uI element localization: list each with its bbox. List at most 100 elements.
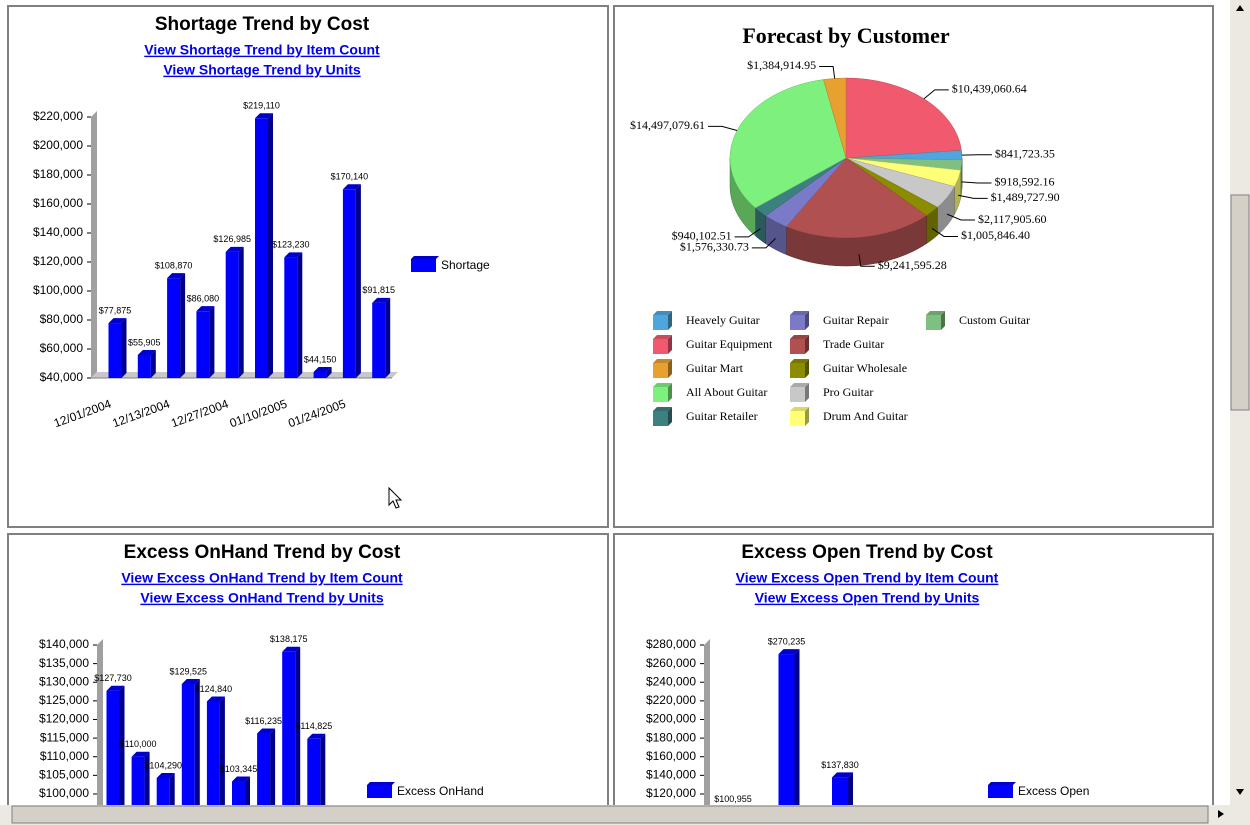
y-tick-label: $260,000 [646,656,696,670]
legend-swatch [653,387,668,402]
bar [137,354,151,378]
legend-swatch-side [668,407,672,426]
value-label: $100,955 [714,794,752,804]
bar [832,777,848,805]
legend-swatch-top [653,407,672,411]
legend-swatch [790,339,805,354]
legend-swatch-side [668,335,672,354]
bar [167,278,181,378]
bar [372,302,386,378]
pie-slice [823,77,847,159]
x-tick-label: 12/13/2004 [110,397,172,431]
value-label: $129,525 [170,666,208,676]
bar [106,690,120,805]
y-tick-label: $220,000 [646,693,696,707]
value-label: $55,905 [128,337,161,347]
legend-swatch-side [668,311,672,330]
value-label: $219,110 [243,101,280,111]
y-tick-label: $140,000 [646,768,696,782]
horizontal-scrollbar[interactable] [0,805,1250,825]
legend-swatch-side [805,335,809,354]
legend-swatch [926,315,941,330]
leader-line [734,228,761,238]
legend-swatch [367,785,392,798]
legend-swatch [653,363,668,378]
chart-title: Excess OnHand Trend by Cost [124,542,401,563]
legend-swatch [790,315,805,330]
y-tick-label: $160,000 [33,196,83,210]
chart-link[interactable]: View Excess OnHand Trend by Item Count [121,570,403,586]
axis-wall [704,639,710,805]
legend-swatch-side [805,359,809,378]
bar-top [282,646,301,652]
bar-side [219,696,225,805]
scrollbar-thumb[interactable] [1230,194,1250,411]
chart-link[interactable]: View Excess OnHand Trend by Units [140,590,383,606]
value-label: $114,825 [295,721,332,731]
bar [282,651,296,805]
legend-swatch [988,785,1013,798]
leader-line [958,194,988,199]
legend-swatch-side [668,359,672,378]
legend-swatch-top [790,311,809,315]
legend-swatch-top [411,256,439,259]
y-tick-label: $120,000 [646,786,696,800]
pie-slice [729,79,847,209]
bar-side [848,772,853,805]
scroll-down-arrow[interactable] [1236,789,1244,795]
legend-label: Guitar Mart [686,361,744,375]
value-label: $1,005,846.40 [961,228,1030,242]
value-label: $918,592.16 [994,175,1054,189]
value-label: $44,150 [304,354,337,364]
legend-label: Excess OnHand [397,784,484,798]
bar [131,756,145,805]
x-tick-label: 01/24/2005 [286,397,348,431]
bar-top [196,306,215,312]
value-label: $1,384,914.95 [747,58,816,72]
panel-frame [613,5,1214,528]
value-label: $10,439,060.64 [952,82,1027,96]
value-label: $841,723.35 [995,146,1055,160]
leader-line [923,89,949,100]
scrollbar-thumb[interactable] [11,805,1209,824]
value-label: $1,576,330.73 [680,240,749,254]
bar-side [209,306,215,378]
x-tick-label: 12/01/2004 [52,397,114,431]
bar-side [245,776,250,805]
bar-top [255,113,273,119]
value-label: $108,870 [155,261,193,271]
value-label: $9,241,595.28 [878,258,947,272]
y-tick-label: $140,000 [39,637,89,651]
legend-label: Drum And Guitar [823,409,908,423]
scroll-up-arrow[interactable] [1236,5,1244,11]
bar [108,323,122,378]
legend-label: Heavely Guitar [686,313,760,327]
bar-side [150,349,156,378]
scroll-right-arrow[interactable] [1218,810,1224,818]
y-tick-label: $180,000 [646,730,696,744]
bar-side [270,728,276,805]
bar [181,684,195,805]
bar-side [169,772,175,805]
bar [156,777,170,805]
leader-line [819,65,836,79]
bar-top [156,772,175,778]
legend-swatch-top [653,383,672,387]
bar [257,733,271,805]
chart-link[interactable]: View Shortage Trend by Item Count [144,42,380,58]
y-tick-label: $100,000 [39,786,89,800]
chart-link[interactable]: View Excess Open Trend by Units [755,590,980,606]
value-label: $138,175 [270,634,308,644]
x-tick-label: 12/27/2004 [169,397,231,431]
y-tick-label: $60,000 [40,341,84,355]
leader-line [708,125,738,132]
y-tick-label: $125,000 [39,693,89,707]
chart-link[interactable]: View Excess Open Trend by Item Count [736,570,999,586]
chart-link[interactable]: View Shortage Trend by Units [163,62,361,78]
bar-top [181,679,200,685]
value-label: $86,080 [187,294,220,304]
bar [225,251,239,378]
chart-title: Excess Open Trend by Cost [741,542,993,563]
vertical-scrollbar[interactable] [1230,0,1250,805]
y-tick-label: $240,000 [646,674,696,688]
